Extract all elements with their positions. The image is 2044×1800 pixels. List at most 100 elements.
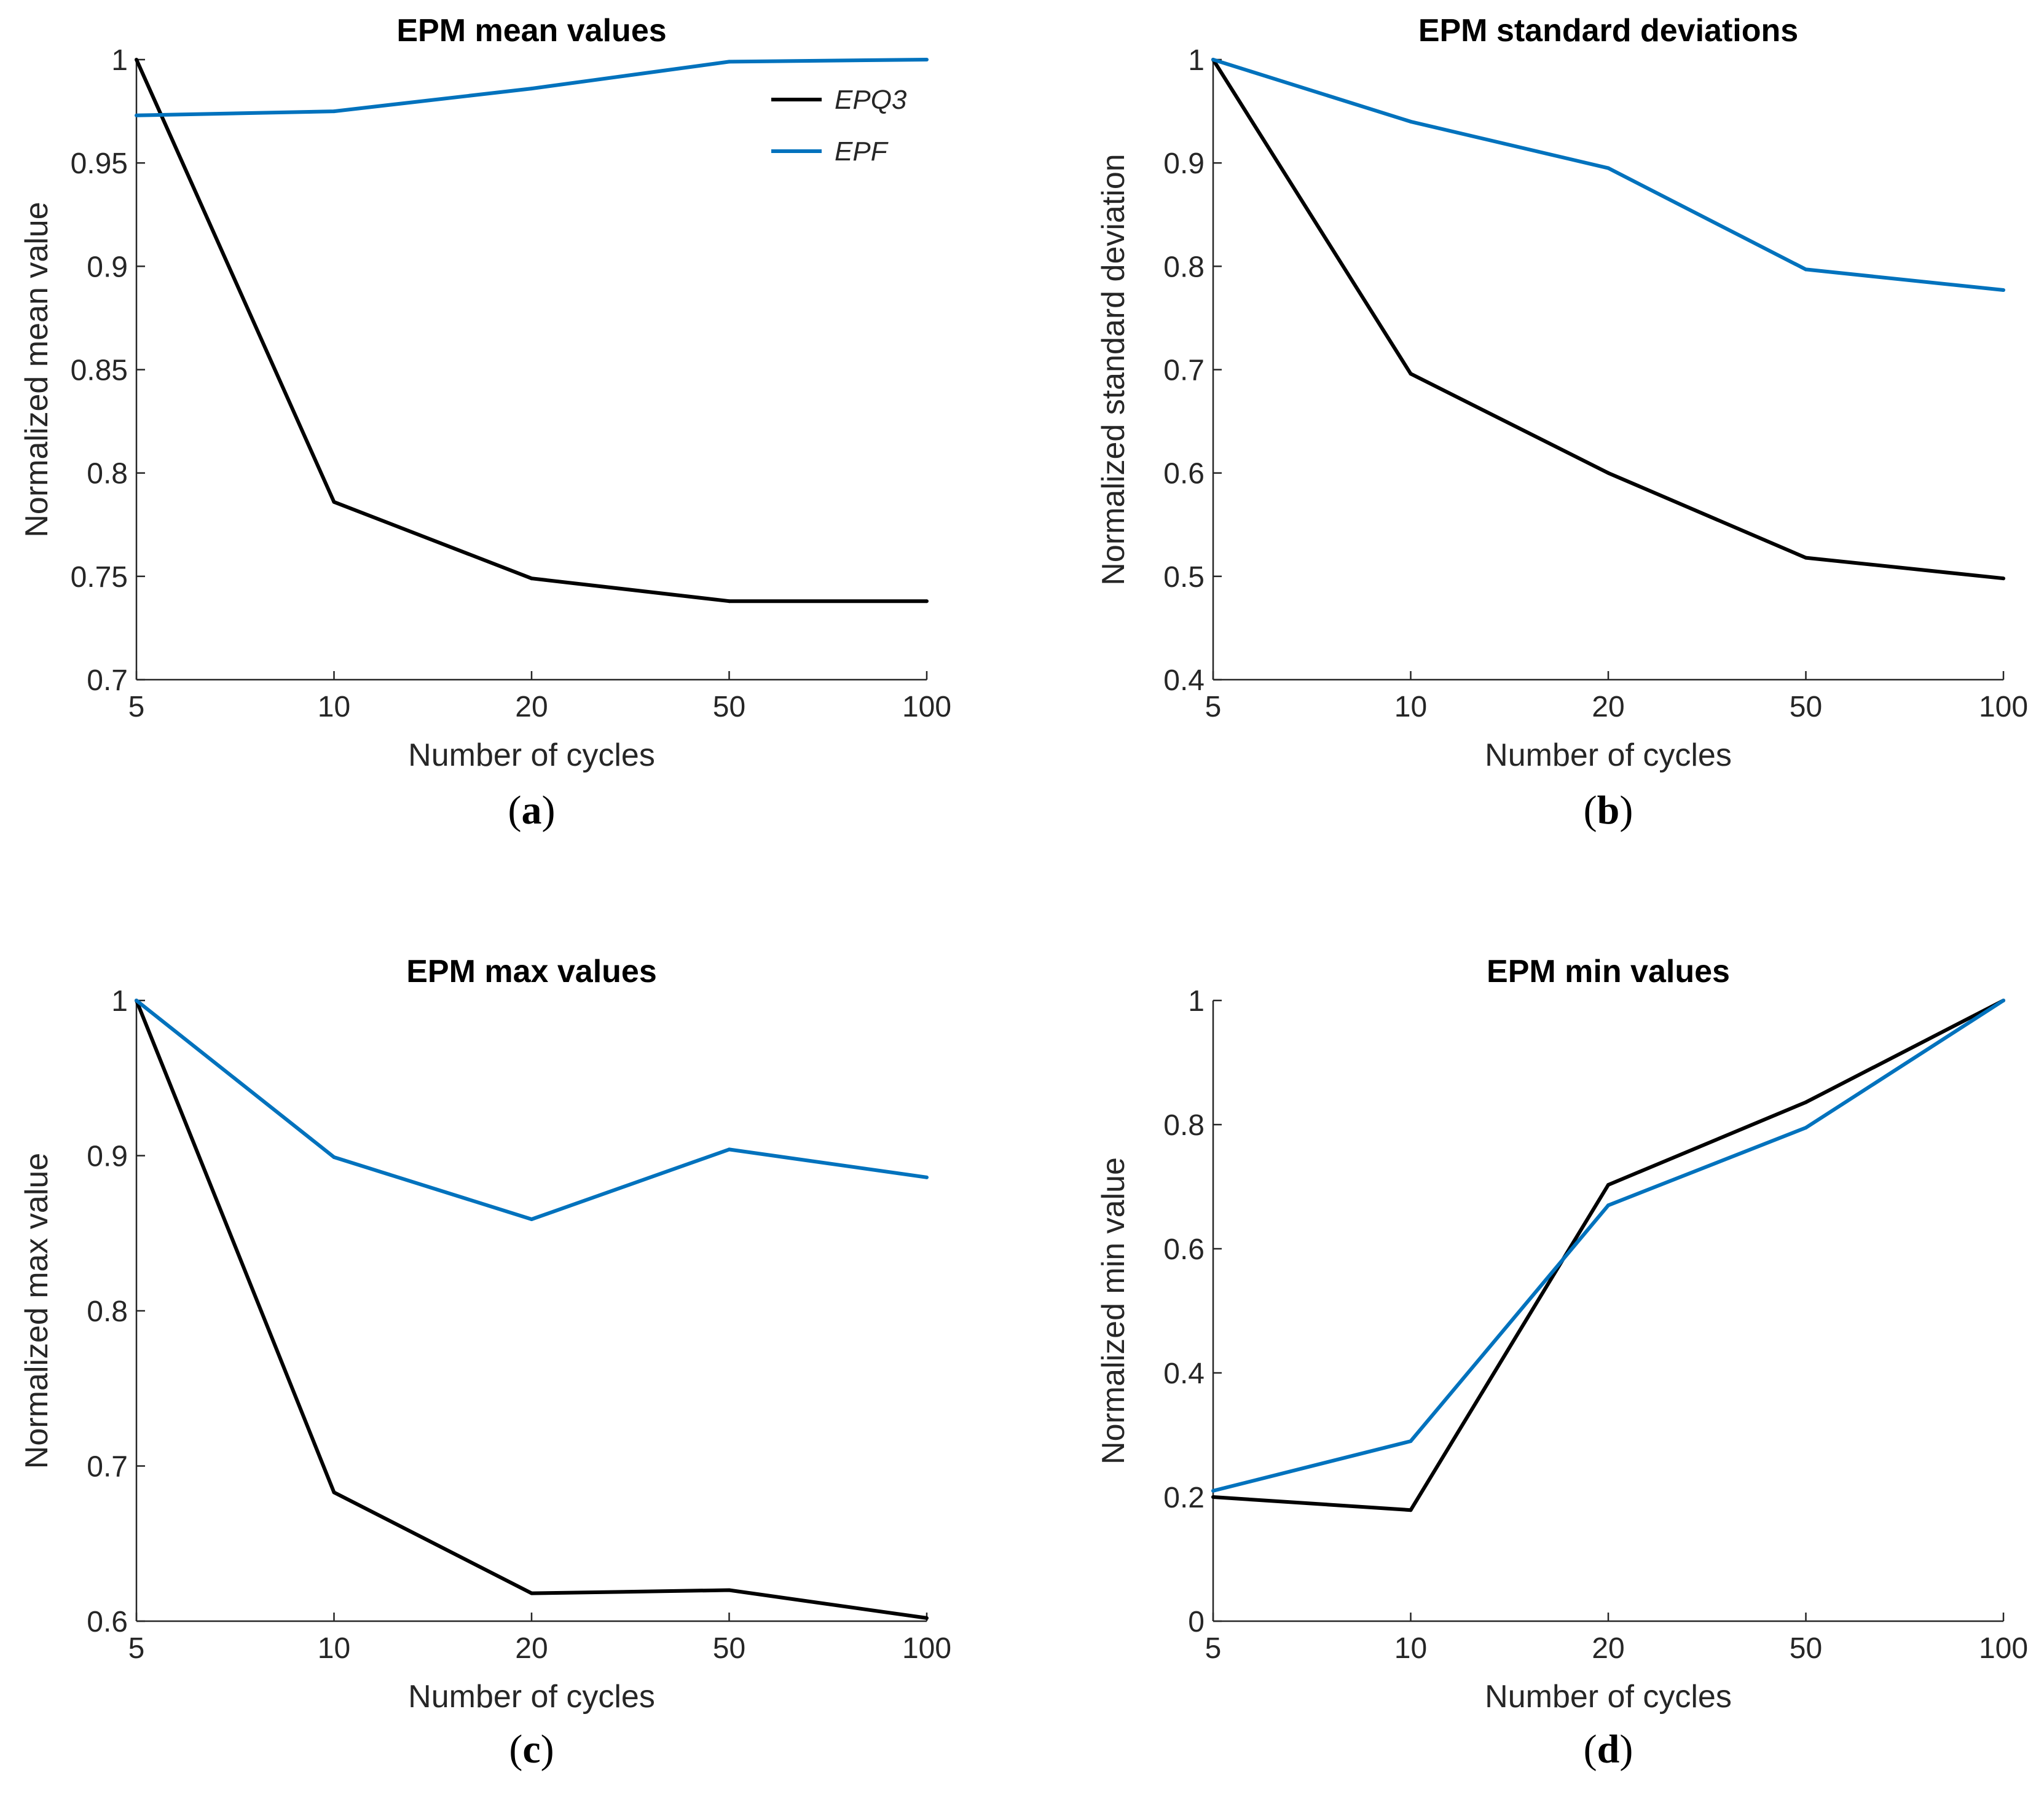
panel-label: (a) [508,788,556,833]
chart-panel-c: 5 10 20 50 100 0.6 0.7 0.8 0.9 1 EPM max values Num… [19,954,951,1772]
data-point-epf [925,58,929,61]
y-tick-label: 0.6 [1163,458,1205,490]
data-point-epf [332,109,336,114]
data-point-epf [1409,1439,1413,1444]
x-tick-label: 20 [1592,1632,1624,1665]
data-point-epf [727,1147,731,1152]
data-point-epf [1211,58,1215,61]
x-tick-label: 20 [1592,691,1624,723]
x-tick-label: 20 [515,1632,548,1665]
data-point-epq3 [925,1616,929,1620]
y-tick-label: 0.9 [1163,147,1205,180]
y-tick-label: 0.8 [1163,1109,1205,1142]
data-point-epf [135,113,138,117]
data-point-epf [1606,166,1610,170]
y-tick-label: 0.5 [1163,561,1205,594]
y-axis-label: Normalized max value [19,1153,55,1469]
panel-label: (d) [1584,1727,1633,1772]
data-point-epf [1409,119,1413,124]
y-tick-label: 0.95 [71,147,128,180]
data-point-epf [727,60,731,64]
panel-label-letter: a [522,788,542,833]
chart-title: EPM min values [1487,954,1730,989]
data-point-epf [925,1175,929,1179]
y-tick-label: 1 [1188,44,1205,77]
x-tick-label: 10 [1394,1632,1427,1665]
y-tick-label: 1 [1188,985,1205,1018]
x-tick-label: 100 [1979,691,2028,723]
y-tick-label: 0.2 [1163,1482,1205,1514]
panel-label-letter: b [1597,788,1620,833]
chart-panel-d: 5 10 20 50 100 0 0.2 0.4 0.6 0.8 1 EPM min values Nu… [1096,954,2028,1772]
panel-label: (b) [1584,788,1633,833]
data-point-epf [1804,267,1808,272]
data-point-epf [2002,999,2005,1002]
chart-title: EPM mean values [396,13,666,49]
x-tick-label: 10 [1394,691,1427,723]
x-tick-label: 100 [902,691,951,723]
x-tick-label: 5 [1205,691,1222,723]
x-tick-label: 50 [713,691,745,723]
data-point-epf [135,999,138,1002]
x-tick-label: 5 [128,691,145,723]
data-point-epq3 [2002,576,2005,581]
data-point-epq3 [727,599,731,603]
y-axis-label: Normalized min value [1096,1157,1131,1464]
x-axis-label: Number of cycles [408,737,655,773]
data-point-epq3 [530,576,533,581]
data-point-epf [1606,1203,1610,1208]
y-tick-label: 0 [1188,1606,1205,1638]
y-tick-label: 1 [111,44,128,77]
data-point-epq3 [1409,1508,1413,1512]
y-tick-label: 0.85 [71,355,128,387]
x-tick-label: 5 [128,1632,145,1665]
y-tick-label: 1 [111,985,128,1018]
chart-panel-b: 5 10 20 50 100 0.4 0.5 0.6 0.7 0.8 0.9 1 EPM standar… [1096,13,2028,833]
panel-label-letter: c [522,1727,540,1772]
x-tick-label: 10 [318,691,350,723]
y-tick-label: 0.7 [87,664,128,697]
x-tick-label: 20 [515,691,548,723]
data-point-epq3 [530,1591,533,1595]
data-point-epf [530,87,533,91]
x-tick-label: 100 [1979,1632,2028,1665]
y-tick-label: 0.8 [87,458,128,490]
x-tick-label: 100 [902,1632,951,1665]
series-line-epq3 [135,58,927,603]
data-point-epf [2002,288,2005,293]
data-point-epq3 [332,1490,336,1495]
y-tick-label: 0.9 [87,251,128,283]
y-tick-label: 0.9 [87,1141,128,1173]
x-axis-label: Number of cycles [408,1679,655,1715]
y-tick-label: 0.7 [1163,355,1205,387]
data-point-epq3 [332,500,336,504]
data-point-epf [530,1217,533,1222]
data-point-epq3 [1804,556,1808,560]
y-tick-label: 0.6 [1163,1233,1205,1266]
data-point-epq3 [1409,372,1413,376]
y-tick-label: 0.7 [87,1451,128,1484]
y-tick-label: 0.6 [87,1606,128,1638]
series-line-epq3 [1211,58,2004,581]
series-line-epf [1213,999,2005,1493]
data-point-epq3 [925,599,929,603]
series-line-epf [1213,58,2004,292]
x-tick-label: 50 [1790,691,1822,723]
y-axis-label: Normalized mean value [19,202,55,537]
x-axis-label: Number of cycles [1485,737,1732,773]
chart-title: EPM max values [406,954,657,989]
chart-title: EPM standard deviations [1418,13,1798,49]
panel-label-letter: d [1597,1727,1620,1772]
data-point-epq3 [135,58,138,61]
y-tick-label: 0.8 [1163,251,1205,283]
x-tick-label: 50 [713,1632,745,1665]
y-tick-label: 0.4 [1163,664,1205,697]
y-tick-label: 0.8 [87,1295,128,1328]
data-point-epq3 [1606,1182,1610,1187]
x-axis-label: Number of cycles [1485,1679,1732,1715]
legend-label-epq3: EPQ3 [835,85,907,115]
data-point-epf [332,1155,336,1160]
x-tick-label: 10 [318,1632,350,1665]
y-tick-label: 0.75 [71,561,128,594]
